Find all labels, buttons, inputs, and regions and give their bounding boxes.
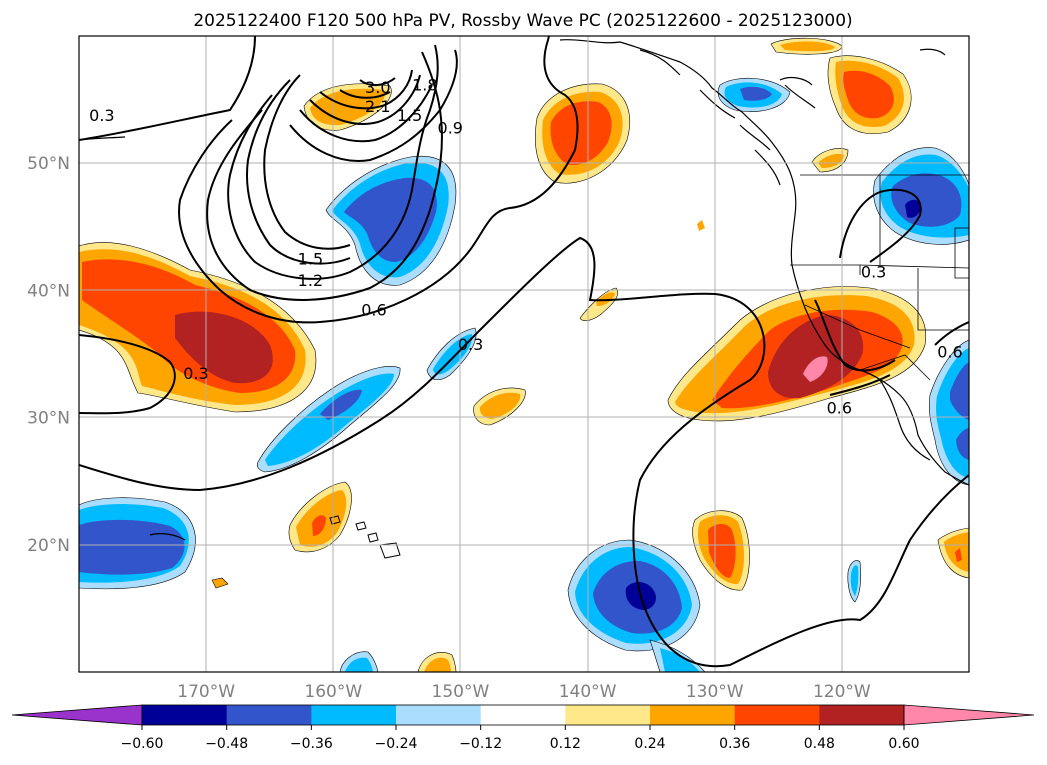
- colorbar-swatch: [480, 705, 566, 725]
- contour-label: 0.3: [183, 364, 208, 383]
- graticule: [79, 36, 969, 672]
- longitude-label: 140°W: [559, 682, 617, 702]
- colorbar-swatch: [819, 705, 905, 725]
- colorbar-swatch: [734, 705, 820, 725]
- colorbar-tick-label: 0.36: [719, 736, 750, 752]
- latitude-label: 50°N: [27, 154, 70, 174]
- contour-label: 1.2: [298, 271, 323, 290]
- contour-label: 0.3: [861, 262, 886, 281]
- colorbar-frame: [141, 704, 905, 726]
- contour-label: 1.5: [397, 106, 422, 125]
- longitude-label: 120°W: [813, 682, 871, 702]
- contour-label: 0.3: [89, 106, 114, 125]
- colorbar-swatch: [226, 705, 312, 725]
- colorbar-swatch: [142, 705, 228, 725]
- political-borders: [790, 174, 969, 381]
- contour-label: 0.9: [438, 119, 463, 138]
- colorbar-tick-label: 0.48: [804, 736, 835, 752]
- contour-label: 0.6: [827, 398, 852, 417]
- colorbar-tick-label: 0.60: [888, 736, 919, 752]
- longitude-label: 160°W: [304, 682, 362, 702]
- contour-label: 3.0: [365, 78, 390, 97]
- colorbar-swatch: [565, 705, 651, 725]
- longitude-label: 150°W: [432, 682, 490, 702]
- contour-label: 1.8: [412, 75, 437, 94]
- map-plot-area: 0.3 3.02.1 1.8 1.5 0.9 1.5 1.2 0.6 0.3 0.3 0.3 0.6 0…: [79, 36, 969, 672]
- colorbar-extend-low: [11, 704, 143, 726]
- colorbar-tick-label: 0.12: [550, 736, 581, 752]
- colorbar: −0.60 −0.48 −0.36 −0.24 −0.12 0.12 0.24 0.36 0.4…: [11, 704, 1035, 752]
- colorbar-tick-label: −0.36: [290, 736, 333, 752]
- colorbar-swatch: [396, 705, 482, 725]
- colorbar-tick-label: −0.24: [375, 736, 418, 752]
- colorbar-tick-label: −0.12: [459, 736, 502, 752]
- pv-contours: [79, 36, 969, 668]
- colorbar-tick-label: −0.48: [205, 736, 248, 752]
- hawaiian-islands: [329, 515, 401, 559]
- contour-label: 0.6: [937, 342, 962, 361]
- longitude-axis-labels: 170°W 160°W 150°W 140°W 130°W 120°W: [177, 682, 871, 702]
- contour-label: 0.6: [361, 300, 386, 319]
- colorbar-extend-high: [903, 704, 1035, 726]
- map-frame: [78, 35, 970, 673]
- latitude-label: 20°N: [27, 536, 70, 556]
- latitude-label: 30°N: [27, 409, 70, 429]
- contour-label: 2.1: [365, 97, 390, 116]
- colorbar-swatch: [311, 705, 397, 725]
- latitude-label: 40°N: [27, 281, 70, 301]
- latitude-axis-labels: 50°N 40°N 30°N 20°N: [27, 154, 70, 556]
- contour-labels: 0.3 3.02.1 1.8 1.5 0.9 1.5 1.2 0.6 0.3 0.3 0.3 0.6 0…: [89, 75, 962, 417]
- colorbar-tick-label: 0.24: [634, 736, 665, 752]
- longitude-label: 170°W: [177, 682, 235, 702]
- longitude-label: 130°W: [686, 682, 744, 702]
- contour-label: 0.3: [458, 335, 483, 354]
- map-title: 2025122400 F120 500 hPa PV, Rossby Wave …: [193, 11, 852, 31]
- contour-label: 1.5: [298, 250, 323, 269]
- colorbar-tick-label: −0.60: [121, 736, 164, 752]
- colorbar-swatch: [650, 705, 736, 725]
